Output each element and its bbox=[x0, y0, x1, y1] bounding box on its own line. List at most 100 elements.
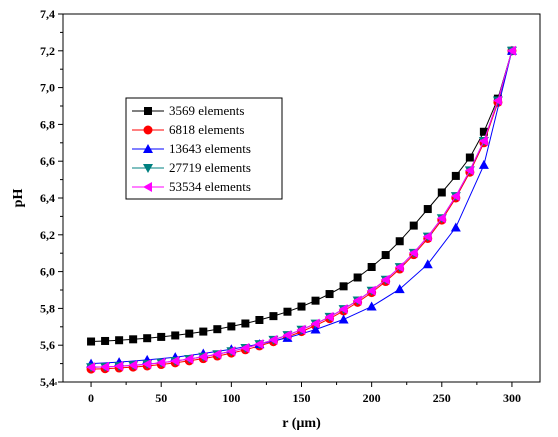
y-tick-label: 7,0 bbox=[40, 81, 55, 95]
data-point bbox=[269, 312, 278, 321]
y-tick-label: 6,8 bbox=[40, 117, 55, 131]
data-point bbox=[451, 171, 460, 180]
data-point bbox=[338, 304, 348, 315]
data-point bbox=[129, 335, 138, 344]
x-tick-label: 50 bbox=[155, 391, 167, 405]
data-point bbox=[144, 107, 152, 115]
y-tick-label: 5,4 bbox=[40, 375, 55, 389]
data-point bbox=[128, 360, 138, 371]
data-point bbox=[464, 165, 474, 176]
y-tick-label: 6,4 bbox=[40, 191, 55, 205]
data-point bbox=[339, 282, 348, 291]
data-point bbox=[311, 296, 320, 305]
data-point bbox=[156, 357, 166, 368]
legend-item: 13643 elements bbox=[132, 141, 251, 156]
data-point bbox=[157, 332, 166, 341]
data-point bbox=[324, 311, 334, 322]
data-point bbox=[296, 324, 306, 335]
data-point bbox=[240, 342, 250, 353]
data-point bbox=[422, 259, 433, 269]
data-point bbox=[212, 349, 222, 360]
data-point bbox=[283, 307, 292, 316]
data-point bbox=[310, 324, 321, 334]
plot-series bbox=[86, 45, 517, 374]
data-point bbox=[87, 337, 96, 346]
data-point bbox=[352, 295, 362, 306]
series-triangle-down bbox=[86, 46, 517, 373]
data-point bbox=[338, 314, 349, 324]
data-point bbox=[422, 231, 432, 242]
y-tick-label: 5,6 bbox=[40, 338, 55, 352]
legend-item: 27719 elements bbox=[132, 160, 251, 175]
data-point bbox=[492, 95, 502, 106]
data-point bbox=[366, 285, 376, 296]
legend-label: 6818 elements bbox=[169, 122, 244, 137]
x-tick-label: 300 bbox=[503, 391, 521, 405]
data-point bbox=[143, 334, 152, 343]
legend-label: 3569 elements bbox=[169, 103, 244, 118]
series-circle bbox=[86, 46, 517, 374]
data-point bbox=[143, 164, 153, 173]
series-triangle-up bbox=[86, 45, 517, 368]
data-point bbox=[353, 273, 362, 282]
data-point bbox=[143, 144, 153, 153]
x-tick-label: 100 bbox=[222, 391, 240, 405]
data-point bbox=[143, 182, 152, 192]
legend-item: 3569 elements bbox=[132, 103, 244, 118]
y-tick-label: 5,8 bbox=[40, 301, 55, 315]
data-point bbox=[170, 356, 180, 367]
data-point bbox=[423, 205, 432, 214]
data-point bbox=[395, 237, 404, 246]
data-point bbox=[185, 329, 194, 338]
data-point bbox=[450, 222, 461, 232]
data-point bbox=[100, 361, 110, 372]
data-point bbox=[478, 135, 488, 146]
data-point bbox=[115, 336, 124, 345]
data-point bbox=[310, 318, 320, 329]
data-point bbox=[282, 330, 292, 341]
data-point bbox=[268, 334, 278, 345]
data-point bbox=[381, 251, 390, 260]
data-point bbox=[227, 322, 236, 331]
data-point bbox=[171, 331, 180, 340]
data-point bbox=[409, 221, 418, 230]
data-point bbox=[101, 336, 110, 345]
data-point bbox=[465, 153, 474, 162]
data-point bbox=[254, 339, 264, 350]
data-point bbox=[143, 125, 153, 135]
y-tick-label: 6,2 bbox=[40, 228, 55, 242]
data-point bbox=[114, 361, 124, 372]
data-point bbox=[408, 247, 418, 258]
data-point bbox=[366, 301, 377, 311]
data-point bbox=[213, 325, 222, 334]
legend-label: 27719 elements bbox=[169, 160, 251, 175]
y-tick-label: 6,0 bbox=[40, 265, 55, 279]
x-tick-label: 150 bbox=[293, 391, 311, 405]
data-point bbox=[394, 262, 404, 273]
y-tick-label: 7,4 bbox=[40, 7, 55, 21]
x-tick-label: 200 bbox=[363, 391, 381, 405]
data-point bbox=[506, 45, 516, 56]
x-axis-title: r (µm) bbox=[282, 416, 321, 431]
data-point bbox=[436, 213, 446, 224]
data-point bbox=[478, 159, 489, 169]
data-point bbox=[226, 346, 236, 357]
data-point bbox=[479, 127, 488, 136]
legend: 3569 elements 6818 elements 13643 elements… bbox=[125, 97, 283, 200]
data-point bbox=[86, 362, 96, 373]
legend-item: 53534 elements bbox=[132, 179, 251, 194]
legend-label: 53534 elements bbox=[169, 179, 251, 194]
data-point bbox=[450, 191, 460, 202]
y-axis-title: pH bbox=[11, 189, 26, 208]
legend-item: 6818 elements bbox=[132, 122, 244, 137]
data-point bbox=[142, 359, 152, 370]
data-point bbox=[394, 284, 405, 294]
data-point bbox=[241, 319, 250, 328]
data-point bbox=[325, 290, 334, 299]
data-point bbox=[198, 351, 208, 362]
data-point bbox=[437, 188, 446, 197]
data-point bbox=[380, 274, 390, 285]
data-point bbox=[367, 263, 376, 271]
data-point bbox=[255, 315, 264, 324]
